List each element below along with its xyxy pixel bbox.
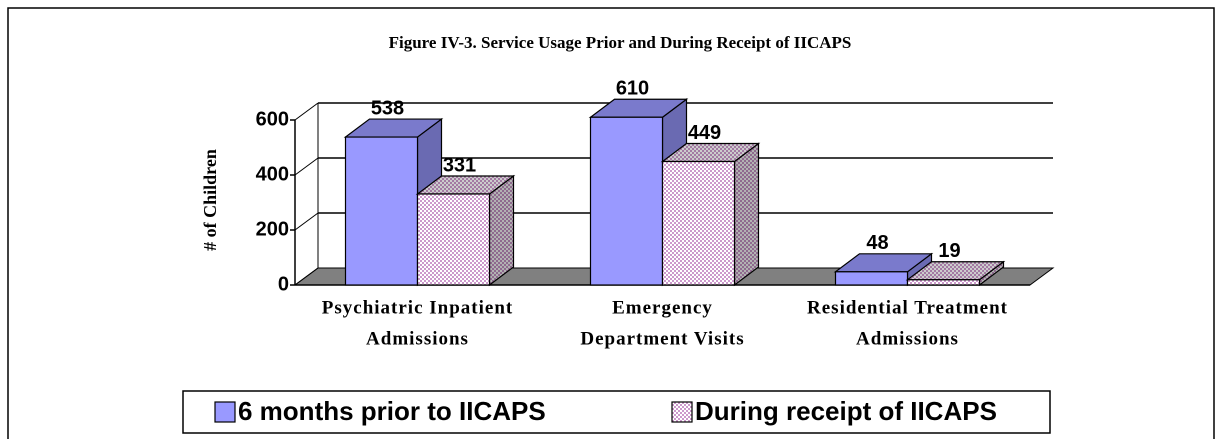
x-tick-label: Emergency: [612, 297, 713, 318]
y-axis-label: # of Children: [200, 149, 220, 251]
grid-connector: [294, 102, 319, 121]
bar-side-shade: [734, 143, 759, 285]
x-tick-label: Psychiatric Inpatient: [322, 297, 513, 318]
bar-top-shade: [417, 175, 514, 194]
bar-top-shade: [835, 253, 932, 272]
grid-connector: [294, 157, 319, 176]
x-tick-label: Department Visits: [580, 328, 744, 349]
bar-front: [416, 193, 491, 286]
bar-front: [589, 116, 664, 286]
grid-connector: [294, 212, 319, 231]
bar-front: [344, 136, 419, 286]
bar-top-shade: [345, 119, 442, 138]
data-label: 610: [616, 78, 649, 100]
chart-title: Figure IV-3. Service Usage Prior and Dur…: [389, 33, 852, 52]
data-label: 331: [443, 154, 476, 176]
bar: [833, 252, 934, 287]
legend-label: 6 months prior to IICAPS: [238, 396, 546, 426]
data-label: 449: [688, 122, 721, 144]
bar: [415, 174, 516, 287]
bar-top-shade: [590, 99, 687, 118]
bar: [660, 142, 761, 287]
x-tick-label: Residential Treatment: [807, 297, 1008, 318]
bar-front: [661, 160, 736, 286]
legend: [182, 390, 1051, 434]
y-tick-label: 600: [256, 108, 289, 130]
data-label: 19: [938, 240, 960, 262]
bar-front: [834, 271, 909, 286]
data-label: 538: [371, 97, 404, 119]
bar-top-shade: [662, 143, 759, 162]
bar: [905, 260, 1006, 287]
grid-connector: [294, 267, 319, 286]
x-tick-label: Admissions: [366, 328, 469, 349]
bar-side-shade: [979, 261, 1004, 285]
bar-front: [906, 279, 981, 286]
legend-swatch: [214, 401, 236, 423]
legend-swatch: [671, 401, 693, 423]
bar-side-shade: [489, 175, 514, 285]
x-tick-label: Admissions: [856, 328, 959, 349]
y-tick-label: 200: [256, 218, 289, 240]
y-tick-label: 400: [256, 163, 289, 185]
legend-label: During receipt of IICAPS: [695, 396, 997, 426]
y-tick-label: 0: [278, 273, 289, 295]
data-label: 48: [866, 232, 888, 254]
bar-top-shade: [907, 261, 1004, 280]
